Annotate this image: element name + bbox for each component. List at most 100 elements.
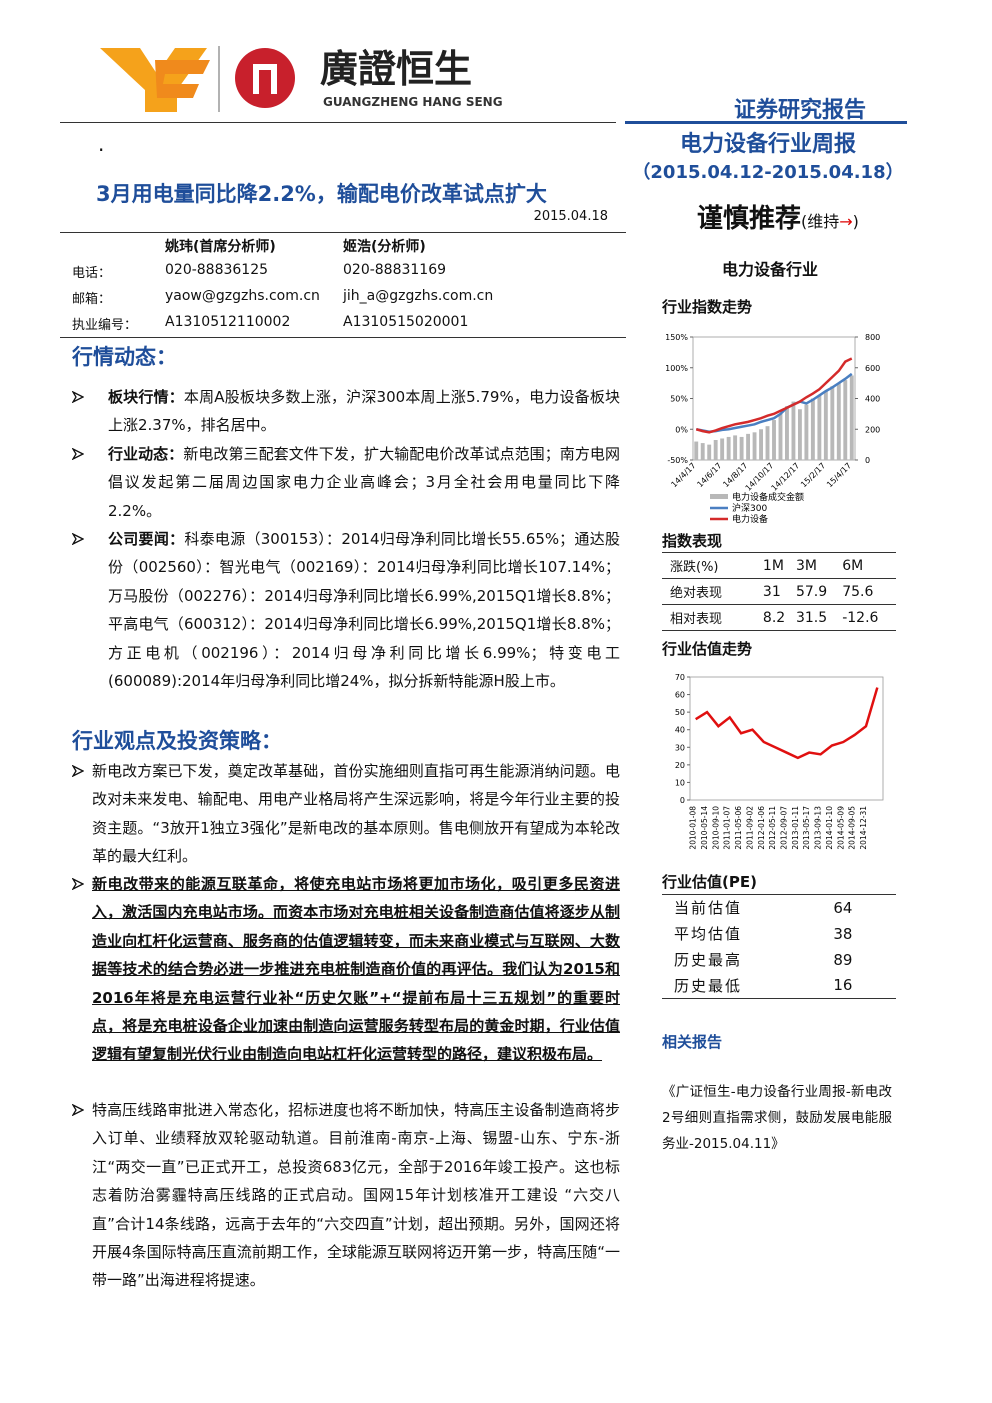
bullet-text: 新电改带来的能源互联革命，将使充电站市场将更加市场化，吸引更多民资进入，激活国内… (92, 875, 620, 1064)
table-row: 平均估值 38 (662, 921, 896, 947)
bullet-shape (72, 448, 84, 460)
logo-en: GUANGZHENG HANG SENG (323, 95, 503, 109)
perf-table: 涨跌(%) 1M 3M 6M 绝对表现 31 57.9 75.6 相对表现 8.2 31.5 -12.… (662, 552, 896, 631)
bar (785, 406, 789, 460)
chart-title: 行业指数走势 (662, 298, 753, 316)
bar (746, 433, 751, 460)
bullet-lead: 行业动态： (108, 445, 184, 463)
bar (733, 435, 738, 460)
x-tick-label: 2014-12-31 (859, 806, 868, 850)
table-cell: 绝对表现 (670, 586, 723, 601)
table-row: 历史最低 16 (662, 973, 896, 999)
report-name: 电力设备行业周报 (679, 132, 856, 157)
logo-cn: 廣證恒生 (320, 47, 472, 91)
bar (817, 395, 822, 460)
x-tick-label: 2011-05-06 (734, 806, 743, 850)
legend-label: 沪深300 (732, 502, 767, 514)
table-cell: 38 (833, 924, 853, 943)
analyst-cell: 020-88831169 (343, 262, 447, 278)
bar (843, 380, 848, 460)
bar (752, 432, 757, 460)
bullet-marker (72, 391, 84, 403)
y-tick-label: 0 (680, 796, 685, 805)
table-cell: 8.2 (762, 609, 786, 626)
table-title: 行业估值(PE) (662, 873, 757, 891)
bullet-shape (72, 391, 84, 403)
bullet-text: 新电改方案已下发，奠定改革基础，首份实施细则直指可再生能源消纳问题。电改对未来发… (92, 762, 620, 866)
y-tick-label: 30 (675, 743, 685, 752)
bar (778, 413, 783, 460)
bar (726, 436, 731, 460)
bar (810, 398, 815, 460)
rating-box: 谨慎推荐(维持→) (697, 198, 859, 235)
bullet-text: 本周A股板块多数上涨，沪深300本周上涨5.79%，电力设备板块上涨2.37%，… (108, 388, 620, 435)
bullet-item: 板块行情：本周A股板块多数上涨，沪深300本周上涨5.79%，电力设备板块上涨2… (72, 383, 620, 440)
line (695, 357, 853, 434)
analyst-cell: yaow@gzgzhs.com.cn (165, 288, 320, 304)
bar (700, 443, 705, 460)
y-tick-label: 50% (670, 395, 688, 404)
table-cell: 6M (842, 557, 864, 574)
bullet-marker (72, 448, 84, 460)
analyst-cell: 电话： (72, 266, 112, 281)
rule (60, 232, 626, 233)
dot: · (98, 138, 105, 162)
rule (625, 121, 907, 124)
y-tick-label: 100% (665, 364, 688, 373)
y-tick-label: 60 (675, 691, 685, 700)
x-tick-label: 2013-09-13 (814, 806, 823, 850)
sector: 电力设备行业 (721, 260, 818, 279)
index-chart: 150%100%50%0%-50%800600400200014/4/1714/… (665, 333, 880, 525)
bullet-marker (72, 533, 84, 545)
pe-table: 当前估值 64 平均估值 38 历史最高 89 历史最低 16 (662, 894, 896, 999)
x-tick-label: 15/2/17 (799, 461, 827, 489)
rating-note: ) (852, 212, 859, 231)
bar (804, 404, 809, 460)
x-tick-label: 2010-09-10 (711, 806, 720, 850)
analyst-cell: 邮箱： (72, 292, 112, 307)
date: 2015.04.18 (533, 209, 608, 224)
rule (60, 122, 616, 123)
bullet-text: 特高压线路审批进入常态化，招标进度也将不断加快，特高压主设备制造商将步入订单、业… (92, 1101, 620, 1290)
y2-tick-label: 800 (865, 333, 880, 342)
bullet-shape (72, 1104, 84, 1116)
x-tick-label: 14/6/17 (695, 461, 723, 489)
x-tick-label: 14/12/17 (770, 461, 802, 493)
report-type: 证券研究报告 (733, 98, 866, 123)
bar (830, 386, 835, 460)
analyst-cell: 执业编号： (72, 318, 138, 333)
bar (739, 436, 744, 460)
table-cell: 平均估值 (674, 925, 743, 943)
table-cell: 涨跌(%) (670, 560, 719, 575)
analyst-name: 姚玮(首席分析师) (165, 239, 276, 255)
table-row: 相对表现 8.2 31.5 -12.6 (662, 604, 896, 631)
analyst-name: 姬浩(分析师) (343, 239, 426, 255)
table-row: 历史最高 89 (662, 947, 896, 973)
table-cell: 16 (833, 976, 853, 995)
table-title: 指数表现 (662, 532, 723, 550)
x-tick-label: 2013-05-17 (802, 806, 811, 850)
table-cell: 历史最高 (674, 951, 743, 969)
x-tick-label: 15/4/17 (825, 461, 853, 489)
bar (836, 383, 841, 460)
legend-label: 电力设备成交金额 (732, 491, 804, 503)
table-cell: 57.9 (795, 583, 828, 600)
legend-swatch (710, 494, 728, 499)
table-row: 当前估值 64 (662, 894, 896, 921)
bullet-item: 公司要闻：科泰电源（300153）：2014归母净利同比增长55.65%；通达股… (72, 525, 620, 695)
period: （2015.04.12-2015.04.18） (632, 162, 904, 183)
bar (791, 401, 796, 460)
logo: 廣證恒生 GUANGZHENG HANG SENG (100, 46, 503, 112)
x-tick-label: 2011-09-02 (745, 806, 754, 850)
bullet-body: 特高压线路审批进入常态化，招标进度也将不断加快，特高压主设备制造商将步入订单、业… (92, 1096, 620, 1295)
y2-tick-label: 200 (865, 425, 880, 434)
rule (60, 337, 626, 338)
related-item: 《广证恒生-电力设备行业周报-新电改2号细则直指需求侧，鼓励发展电能服务业-20… (662, 1084, 892, 1152)
y-tick-label: -50% (667, 456, 688, 465)
bullet-text: 科泰电源（300153）：2014归母净利同比增长55.65%；通达股份（002… (108, 530, 620, 691)
section-heading: 行业观点及投资策略： (72, 729, 282, 753)
section-heading: 行情动态： (72, 345, 177, 369)
rating-arrow: → (839, 212, 853, 231)
table-cell: 当前估值 (674, 899, 743, 918)
bullet-shape (72, 878, 84, 890)
